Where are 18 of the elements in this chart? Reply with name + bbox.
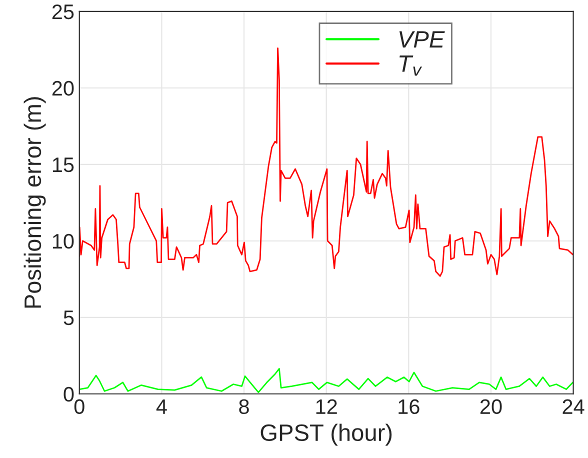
- x-tick-label: 4: [156, 400, 167, 414]
- x-tick-label: 0: [74, 399, 84, 414]
- x-tick-label: 12: [316, 399, 337, 414]
- y-tick-label: 0: [64, 386, 74, 402]
- line-series: [79, 47, 574, 277]
- y-axis-title: Positioning error (m): [24, 97, 46, 308]
- x-tick-label: 8: [239, 399, 249, 414]
- y-tick-label: 5: [64, 310, 74, 326]
- x-tick-label: 16: [398, 399, 420, 414]
- y-tick-label: 20: [52, 80, 74, 96]
- legend-label: T$_{v}$: [400, 56, 422, 76]
- x-tick-label: 20: [480, 399, 502, 414]
- y-tick-label: 10: [52, 234, 74, 249]
- y-tick-label: 25: [52, 4, 74, 20]
- legend-label: VPE: [399, 31, 445, 48]
- x-tick-label: 24: [562, 399, 584, 414]
- x-axis-title: GPST (hour): [260, 424, 392, 446]
- y-tick-label: 15: [52, 158, 74, 172]
